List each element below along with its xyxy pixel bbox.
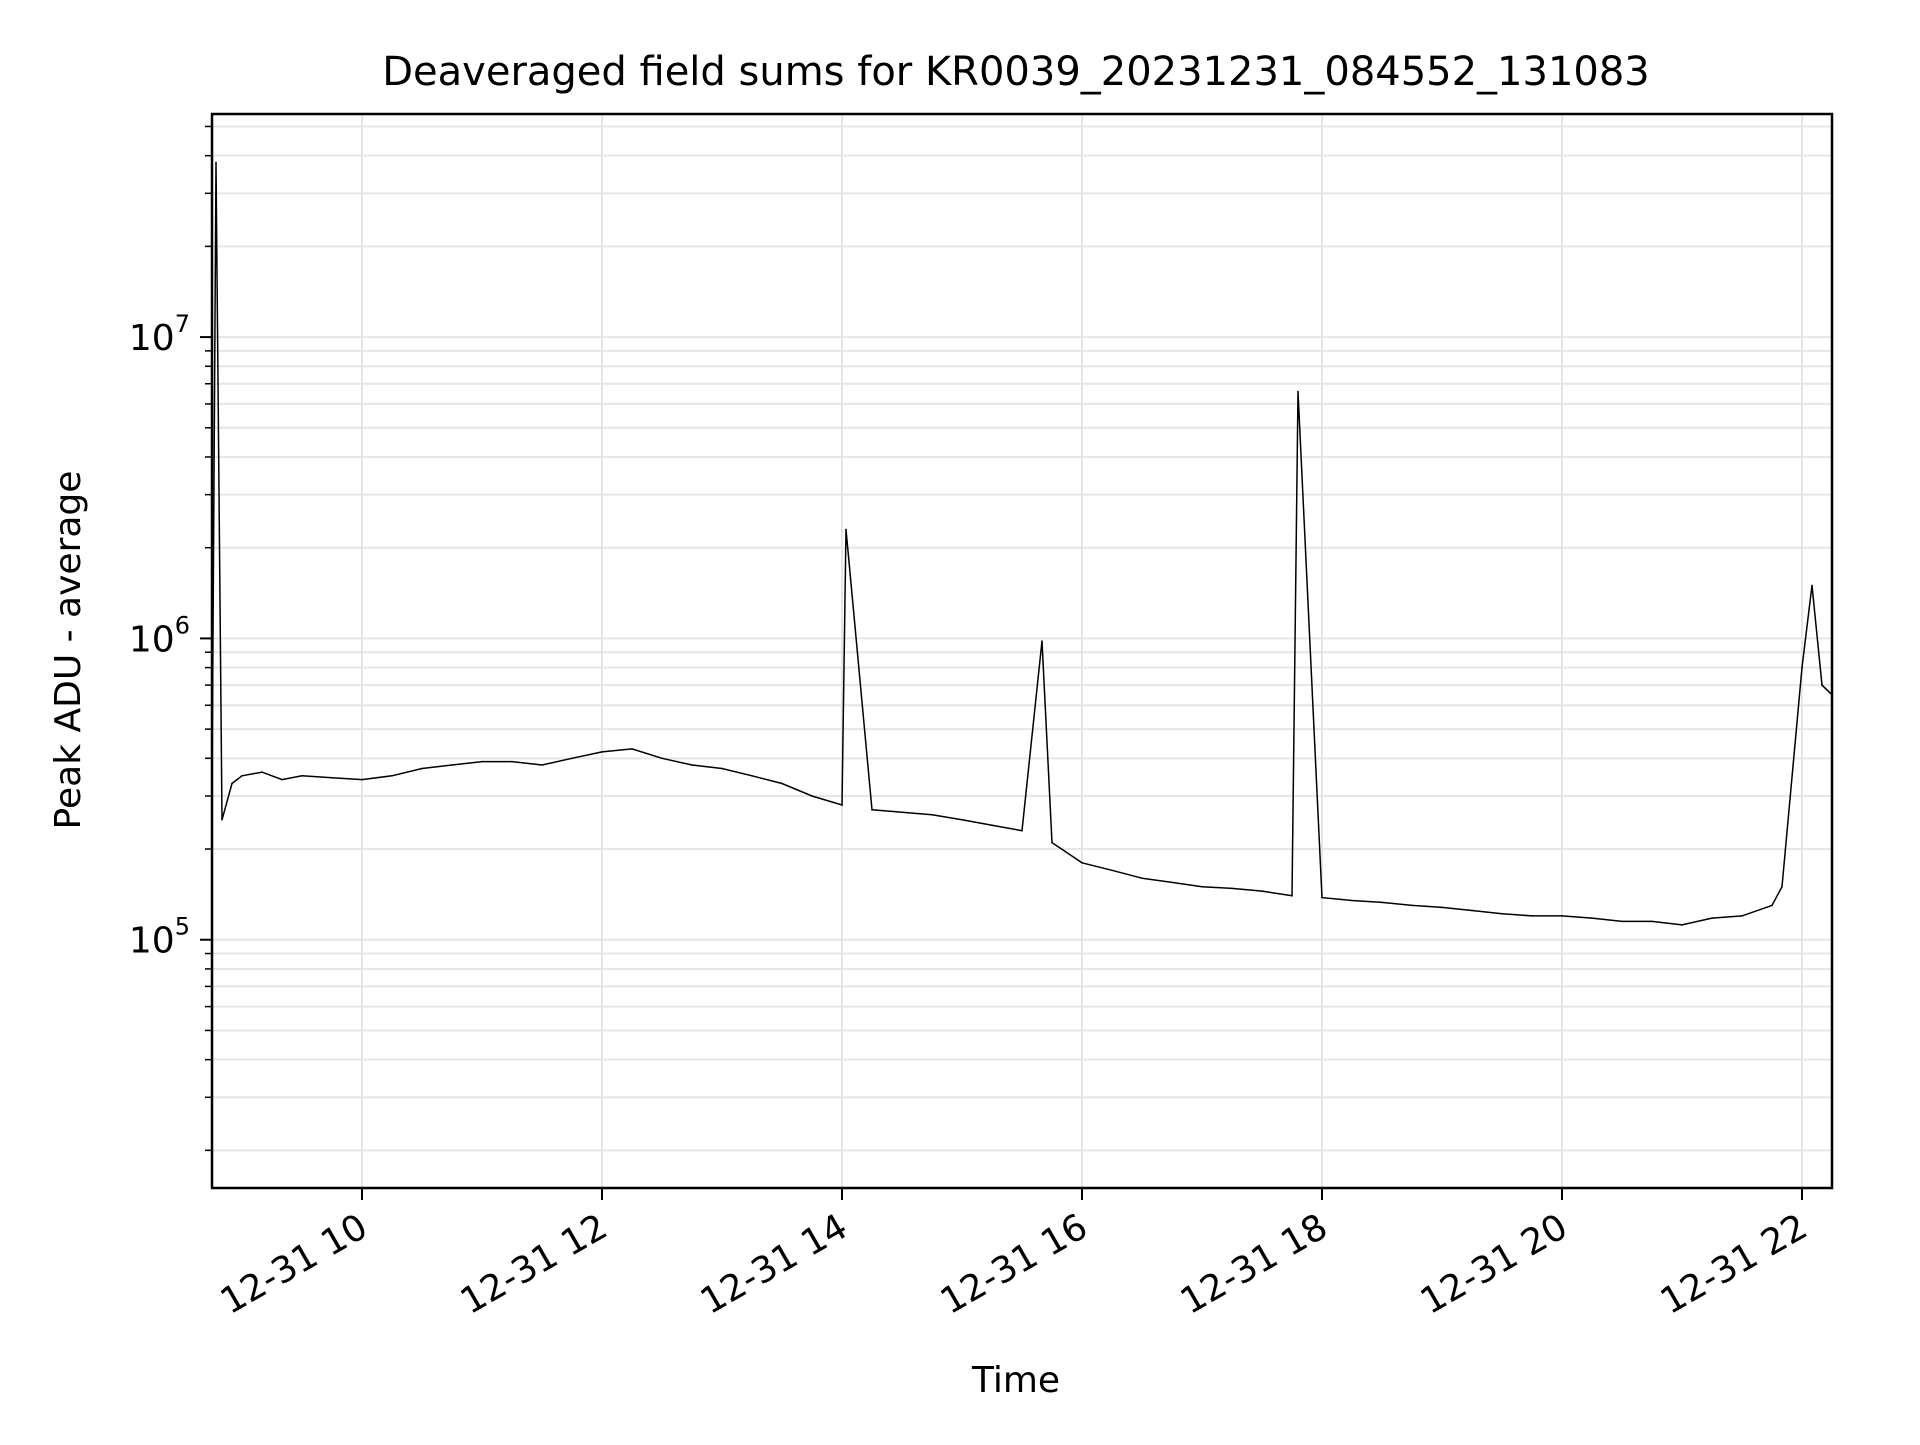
y-tick-label: 107 — [129, 310, 190, 359]
data-point — [1621, 920, 1623, 923]
data-point — [721, 767, 723, 770]
data-point — [1261, 890, 1263, 892]
data-point — [1741, 915, 1743, 917]
series-layer — [211, 161, 1833, 926]
data-point — [811, 795, 813, 797]
y-tick-base: 10 — [129, 921, 175, 962]
data-point — [281, 778, 283, 781]
data-point — [961, 819, 963, 821]
y-axis-label: Peak ADU - average — [48, 471, 89, 830]
data-point — [215, 161, 217, 164]
data-point — [1081, 862, 1083, 864]
data-point — [1231, 887, 1233, 890]
y-tick-label: 106 — [129, 611, 190, 660]
y-tick-exponent: 5 — [175, 913, 190, 941]
data-point — [361, 778, 363, 781]
data-point — [1021, 829, 1023, 832]
data-point — [1441, 906, 1443, 909]
data-point — [1111, 869, 1113, 872]
data-point — [541, 764, 543, 766]
data-point — [1531, 915, 1533, 917]
data-point — [451, 764, 453, 766]
data-point — [601, 751, 603, 753]
data-point — [1201, 885, 1203, 888]
data-point — [1501, 912, 1503, 915]
data-point — [1771, 904, 1773, 907]
data-point — [1681, 924, 1683, 926]
data-point — [511, 760, 513, 763]
x-axis-label: Time — [971, 1360, 1060, 1401]
data-point — [1711, 917, 1713, 919]
tick-marks — [200, 125, 1803, 1200]
y-tick-exponent: 6 — [175, 611, 190, 639]
data-point — [931, 813, 933, 816]
data-point — [1781, 885, 1783, 888]
data-point — [1811, 584, 1813, 587]
data-point — [1821, 684, 1823, 686]
grid-lines — [212, 114, 1832, 1188]
data-point — [871, 809, 873, 811]
data-point — [1297, 390, 1299, 393]
y-tick-label: 105 — [129, 913, 190, 962]
data-point — [1351, 899, 1353, 902]
data-point — [241, 775, 243, 777]
data-point — [751, 775, 753, 777]
data-point — [421, 767, 423, 770]
data-point — [1141, 877, 1143, 879]
data-point — [301, 775, 303, 777]
data-point — [1471, 909, 1473, 912]
data-point — [481, 760, 483, 763]
data-point — [1411, 904, 1413, 907]
data-point — [1051, 841, 1053, 844]
data-point — [1171, 881, 1173, 884]
data-point — [631, 748, 633, 750]
data-point — [231, 782, 233, 785]
data-point — [1321, 896, 1323, 899]
data-point — [1381, 901, 1383, 904]
y-tick-base: 10 — [129, 619, 175, 660]
data-point — [991, 824, 993, 826]
data-point — [1291, 894, 1293, 897]
data-point — [691, 764, 693, 766]
data-point — [1591, 917, 1593, 919]
y-tick-exponent: 7 — [175, 310, 190, 338]
data-point — [845, 528, 847, 531]
data-point — [391, 775, 393, 777]
data-point — [331, 776, 333, 779]
chart-title: Deaveraged field sums for KR0039_2023123… — [382, 49, 1650, 95]
data-point — [661, 757, 663, 760]
y-tick-base: 10 — [129, 318, 175, 359]
plot-frame — [210, 112, 1834, 1190]
data-point — [1561, 915, 1563, 917]
data-point — [571, 757, 573, 760]
data-point — [1801, 666, 1803, 669]
data-point — [221, 819, 223, 821]
data-point — [841, 804, 843, 806]
data-point — [1651, 920, 1653, 923]
data-point — [1041, 640, 1043, 642]
data-point — [781, 782, 783, 785]
data-point — [261, 771, 263, 773]
data-point — [901, 811, 903, 813]
